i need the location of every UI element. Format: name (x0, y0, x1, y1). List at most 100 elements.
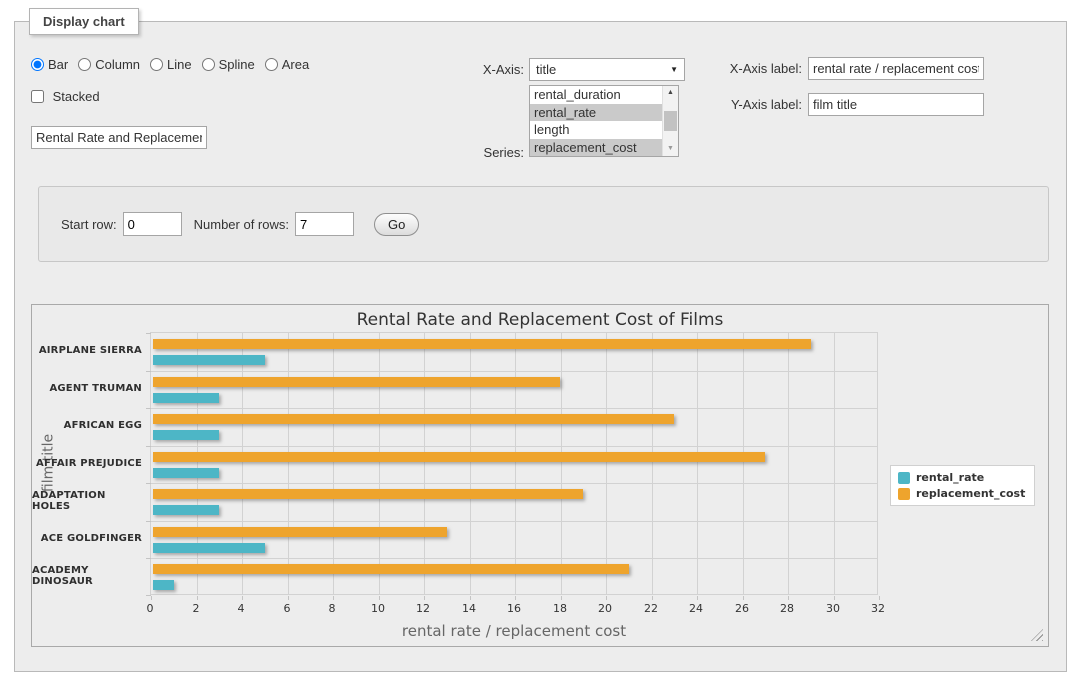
x-tick-label: 10 (358, 602, 398, 615)
category-label: ACADEMY DINOSAUR (32, 557, 142, 595)
gridline (242, 333, 243, 594)
bar-rental_rate[interactable] (153, 430, 219, 440)
chart-type-area[interactable]: Area (265, 57, 309, 72)
x-tick-label: 32 (858, 602, 898, 615)
chart-title-input[interactable] (31, 126, 207, 149)
go-button[interactable]: Go (374, 213, 419, 236)
gridline (561, 333, 562, 594)
stacked-checkbox[interactable] (31, 90, 44, 103)
category-label: AGENT TRUMAN (32, 370, 142, 408)
gridline (151, 558, 877, 559)
bar-rental_rate[interactable] (153, 393, 219, 403)
category-label: ACE GOLDFINGER (32, 520, 142, 558)
y-tick-mark (146, 595, 151, 596)
start-row-input[interactable] (123, 212, 182, 236)
x-tick-mark (333, 596, 334, 600)
x-tick-mark (834, 596, 835, 600)
stacked-option[interactable]: Stacked (31, 89, 100, 104)
chart-plot-area (150, 332, 878, 595)
series-option-rental_rate[interactable]: rental_rate (530, 104, 662, 122)
legend-label: rental_rate (916, 471, 984, 484)
chart-type-radio-area[interactable] (265, 58, 278, 71)
gridline (151, 446, 877, 447)
scrollbar-thumb[interactable] (664, 111, 677, 131)
chart-type-label: Column (95, 57, 140, 72)
x-tick-label: 18 (540, 602, 580, 615)
y-axis-label-input[interactable] (808, 93, 984, 116)
category-label: AFRICAN EGG (32, 407, 142, 445)
y-tick-mark (146, 408, 151, 409)
x-tick-mark (788, 596, 789, 600)
series-label: Series: (395, 145, 524, 160)
x-tick-mark (515, 596, 516, 600)
y-tick-mark (146, 521, 151, 522)
stacked-label: Stacked (53, 89, 100, 104)
bar-rental_rate[interactable] (153, 543, 265, 553)
series-option-rental_duration[interactable]: rental_duration (530, 86, 662, 104)
y-tick-mark (146, 333, 151, 334)
chart-type-column[interactable]: Column (78, 57, 140, 72)
x-tick-mark (697, 596, 698, 600)
category-label: ADAPTATION HOLES (32, 482, 142, 520)
x-tick-mark (879, 596, 880, 600)
gridline (151, 521, 877, 522)
bar-replacement_cost[interactable] (153, 564, 629, 574)
x-tick-label: 6 (267, 602, 307, 615)
chart-type-label: Bar (48, 57, 68, 72)
x-tick-label: 22 (631, 602, 671, 615)
gridline (424, 333, 425, 594)
series-option-replacement_cost[interactable]: replacement_cost (530, 139, 662, 157)
gridline (470, 333, 471, 594)
bar-rental_rate[interactable] (153, 505, 219, 515)
x-tick-mark (652, 596, 653, 600)
chart-type-bar[interactable]: Bar (31, 57, 68, 72)
x-tick-label: 12 (403, 602, 443, 615)
category-label: AIRPLANE SIERRA (32, 332, 142, 370)
chart-type-radio-spline[interactable] (202, 58, 215, 71)
legend-item-rental_rate[interactable]: rental_rate (898, 471, 1025, 484)
chart-type-label: Line (167, 57, 192, 72)
series-option-length[interactable]: length (530, 121, 662, 139)
start-row-label: Start row: (61, 217, 117, 232)
x-tick-mark (743, 596, 744, 600)
x-axis-label-input[interactable] (808, 57, 984, 80)
bar-rental_rate[interactable] (153, 355, 265, 365)
bar-replacement_cost[interactable] (153, 414, 674, 424)
gridline (333, 333, 334, 594)
bar-replacement_cost[interactable] (153, 452, 765, 462)
x-tick-label: 20 (585, 602, 625, 615)
category-label: AFFAIR PREJUDICE (32, 445, 142, 483)
chart-type-radio-column[interactable] (78, 58, 91, 71)
bar-replacement_cost[interactable] (153, 377, 560, 387)
chart-container: Rental Rate and Replacement Cost of Film… (31, 304, 1049, 647)
bar-replacement_cost[interactable] (153, 339, 811, 349)
resize-handle-icon[interactable] (1031, 629, 1043, 641)
bar-replacement_cost[interactable] (153, 527, 447, 537)
num-rows-input[interactable] (295, 212, 354, 236)
x-tick-label: 4 (221, 602, 261, 615)
x-tick-label: 28 (767, 602, 807, 615)
chart-type-label: Spline (219, 57, 255, 72)
bar-rental_rate[interactable] (153, 468, 219, 478)
x-tick-mark (288, 596, 289, 600)
x-tick-label: 8 (312, 602, 352, 615)
x-axis-select-value: title (536, 62, 670, 77)
x-tick-mark (606, 596, 607, 600)
series-listbox[interactable]: rental_durationrental_ratelengthreplacem… (529, 85, 679, 157)
y-axis-label-label: Y-Axis label: (655, 97, 802, 112)
gridline (151, 408, 877, 409)
chart-type-radio-bar[interactable] (31, 58, 44, 71)
chart-type-radios: Bar Column Line Spline Area (31, 57, 319, 72)
gridline (197, 333, 198, 594)
bar-replacement_cost[interactable] (153, 489, 583, 499)
scroll-down-icon[interactable]: ▼ (663, 142, 678, 156)
x-tick-label: 2 (176, 602, 216, 615)
legend-item-replacement_cost[interactable]: replacement_cost (898, 487, 1025, 500)
x-tick-label: 16 (494, 602, 534, 615)
chart-type-line[interactable]: Line (150, 57, 192, 72)
bar-rental_rate[interactable] (153, 580, 174, 590)
chart-type-spline[interactable]: Spline (202, 57, 255, 72)
chart-type-radio-line[interactable] (150, 58, 163, 71)
y-tick-mark (146, 371, 151, 372)
x-tick-mark (242, 596, 243, 600)
